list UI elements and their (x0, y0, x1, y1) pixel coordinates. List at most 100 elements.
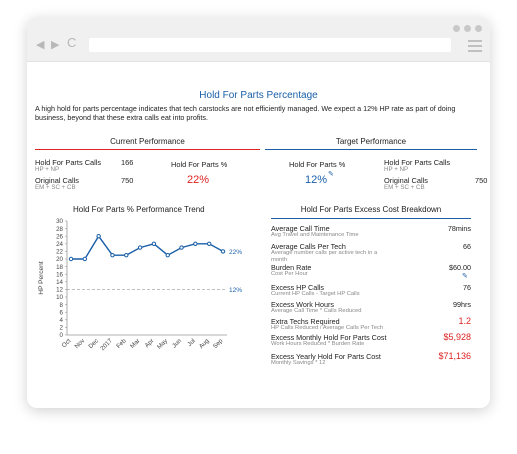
data-point (68, 256, 74, 262)
data-point (137, 245, 143, 250)
breakdown-row-sub: Average number calls per active tech in … (271, 250, 378, 263)
series-end-label: 22% (229, 249, 242, 256)
current-divider (35, 149, 260, 150)
y-tick-label: 30 (56, 218, 63, 225)
current-hp-calls-sub: HP + NP (35, 166, 60, 173)
y-tick-label: 10 (56, 294, 63, 301)
breakdown-row-value: 1.2 (458, 316, 471, 326)
current-performance-heading: Current Performance (110, 137, 185, 146)
breakdown-row-sub: Avg Travel and Maintenance Time (271, 232, 359, 238)
x-tick-label: Aug (198, 337, 211, 350)
breakdown-row-sub: Cost Per Hour (271, 271, 308, 277)
breakdown-row-value: 76 (463, 283, 471, 292)
breakdown-row-sub: Monthly Savings * 12 (271, 360, 326, 366)
breakdown-row-sub: Average Call Time * Calls Reduced (271, 308, 362, 314)
breakdown-row-value: 78mins (447, 224, 471, 233)
data-point (151, 241, 157, 246)
trend-chart-title: Hold For Parts % Performance Trend (73, 205, 205, 214)
window-dot[interactable] (464, 25, 471, 32)
edit-icon[interactable]: ✎ (328, 171, 334, 178)
breakdown-row-value: $60.00 (449, 263, 471, 272)
target-divider (265, 149, 477, 150)
y-tick-label: 24 (56, 241, 63, 248)
window-controls (453, 25, 482, 32)
y-tick-label: 14 (56, 279, 63, 286)
data-point (96, 234, 101, 239)
current-hp-pct-value: 22% (187, 174, 210, 186)
target-original-calls-label: Original Calls (384, 176, 428, 185)
window-dot[interactable] (475, 25, 482, 32)
current-original-calls-label: Original Calls (35, 176, 79, 185)
menu-icon[interactable] (468, 40, 482, 55)
edit-icon[interactable]: ✎ (462, 273, 468, 280)
target-original-calls-value: 750 (475, 176, 488, 185)
breakdown-row-value: 99hrs (453, 300, 471, 309)
breakdown-row-label: Excess HP Calls (271, 283, 324, 292)
data-point (124, 253, 129, 258)
x-tick-label: Nov (73, 337, 86, 350)
x-tick-label: 2017 (99, 337, 114, 352)
target-hp-pct-label: Hold For Parts % (289, 160, 346, 169)
current-original-calls-value: 750 (121, 176, 134, 185)
breakdown-divider (271, 218, 471, 219)
current-original-calls-sub: EM + SC + CB (35, 184, 76, 191)
data-point (206, 241, 212, 246)
x-tick-label: May (156, 337, 170, 351)
y-tick-label: 8 (60, 302, 64, 309)
back-icon[interactable]: ◀ (36, 39, 45, 51)
breakdown-row-value: 66 (463, 242, 471, 251)
y-tick-label: 0 (60, 332, 64, 339)
browser-window: ◀ ▶ C Hold For Parts Percentage A high h… (27, 17, 490, 408)
forward-icon[interactable]: ▶ (51, 39, 60, 51)
page-description: A high hold for parts percentage indicat… (35, 104, 456, 122)
breakdown-row-label: Excess Yearly Hold For Parts Cost (271, 352, 381, 361)
x-tick-label: Dec (87, 337, 100, 350)
reload-icon[interactable]: C (67, 35, 77, 50)
browser-chrome: ◀ ▶ C (27, 17, 490, 62)
y-tick-label: 20 (56, 256, 63, 263)
breakdown-row-label: Extra Techs Required (271, 317, 340, 326)
x-tick-label: Oct (61, 337, 73, 349)
x-tick-label: Apr (144, 337, 156, 349)
x-tick-label: Jul (186, 337, 197, 348)
target-hp-pct-value: 12% (305, 174, 328, 186)
x-tick-label: Sep (212, 337, 225, 350)
y-tick-label: 2 (60, 325, 64, 332)
breakdown-row-sub: Current HP Calls - Target HP Calls (271, 291, 360, 297)
breakdown-row-value: $71,136 (438, 351, 471, 361)
y-tick-label: 18 (56, 264, 63, 271)
y-tick-label: 12 (56, 287, 63, 294)
window-dot[interactable] (453, 25, 460, 32)
x-tick-label: Feb (115, 337, 128, 350)
current-hp-calls-label: Hold For Parts Calls (35, 158, 102, 167)
data-point (165, 253, 170, 258)
address-bar[interactable] (89, 38, 451, 52)
breakdown-row-value: $5,928 (443, 332, 471, 342)
breakdown-row-sub: Work Hours Reduced * Burden Rate (271, 341, 365, 347)
breakdown-row-label: Average Calls Per Tech (271, 242, 346, 251)
current-hp-pct-label: Hold For Parts % (171, 160, 228, 169)
data-point (220, 249, 226, 254)
series-line (71, 234, 224, 260)
breakdown-row-label: Average Call Time (271, 224, 330, 233)
current-hp-calls-value: 166 (121, 158, 134, 167)
target-hp-calls-sub: HP + NP (384, 166, 409, 173)
y-tick-label: 26 (56, 233, 63, 240)
breakdown-row-label: Excess Work Hours (271, 300, 334, 309)
x-tick-label: Mar (129, 337, 141, 349)
data-point (82, 256, 88, 262)
target-performance-heading: Target Performance (335, 137, 407, 146)
target-end-label: 12% (229, 287, 242, 294)
breakdown-heading: Hold For Parts Excess Cost Breakdown (300, 205, 442, 214)
y-tick-label: 16 (56, 271, 63, 278)
page-title: Hold For Parts Percentage (199, 90, 318, 101)
y-tick-label: 4 (60, 317, 64, 324)
page-content: Hold For Parts Percentage A high hold fo… (27, 62, 490, 408)
data-point (193, 241, 198, 246)
y-tick-label: 22 (56, 249, 63, 256)
data-point (110, 253, 115, 258)
data-point (179, 245, 184, 250)
target-hp-calls-label: Hold For Parts Calls (384, 158, 451, 167)
breakdown-row-label: Excess Monthly Hold For Parts Cost (271, 333, 387, 342)
